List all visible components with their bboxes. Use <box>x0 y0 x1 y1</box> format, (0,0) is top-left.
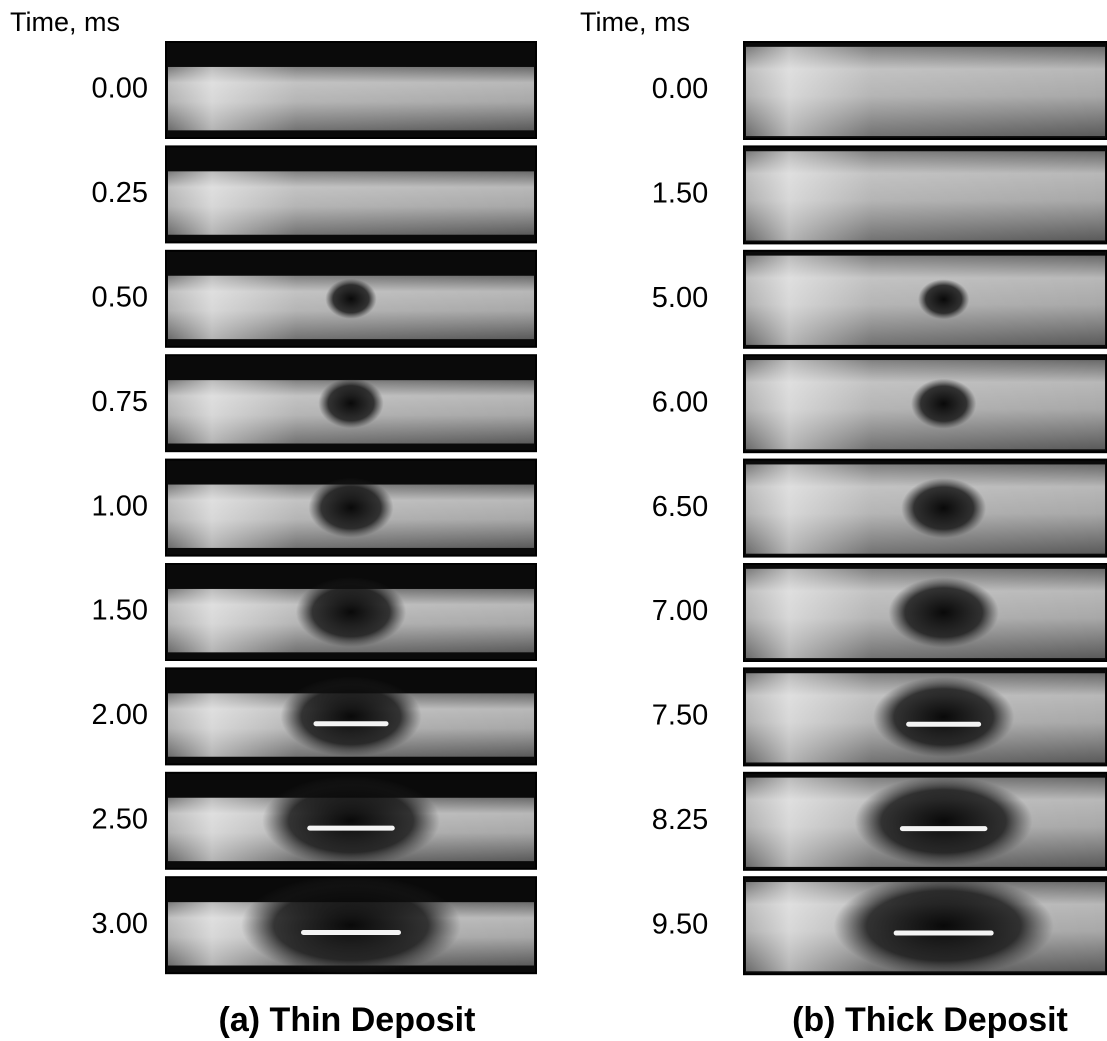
time-label: 6.50 <box>652 491 708 523</box>
time-label: 7.00 <box>652 595 708 627</box>
frame <box>744 146 1107 243</box>
damage <box>262 776 440 866</box>
frame <box>166 773 536 869</box>
time-label: 1.50 <box>652 178 708 210</box>
panel-thin: Time, ms (a) Thin Deposit 0.00 0.25 0.50 0.… <box>10 7 536 1039</box>
time-header: Time, ms <box>10 7 120 37</box>
time-label: 6.00 <box>652 386 708 418</box>
frame <box>744 460 1107 557</box>
time-label: 0.25 <box>92 177 148 209</box>
damage <box>834 876 1054 976</box>
time-label: 8.25 <box>652 804 708 836</box>
time-label: 1.50 <box>92 595 148 627</box>
damage <box>296 577 406 647</box>
time-label: 7.50 <box>652 700 708 732</box>
time-label: 3.00 <box>92 908 148 940</box>
time-label: 0.50 <box>92 281 148 313</box>
frame <box>744 876 1107 976</box>
damage <box>888 578 998 648</box>
time-label: 5.00 <box>652 282 708 314</box>
damage <box>318 378 383 428</box>
frame <box>166 251 536 347</box>
frame <box>166 564 536 660</box>
damage <box>901 478 986 538</box>
tube-highlight <box>746 151 1105 240</box>
tube-highlight <box>746 47 1105 136</box>
time-label: 0.00 <box>652 73 708 105</box>
frame <box>166 460 536 556</box>
flash <box>307 826 395 831</box>
frame <box>166 875 536 975</box>
damage <box>241 875 461 975</box>
time-label: 2.50 <box>92 803 148 835</box>
flash <box>894 931 994 936</box>
frame <box>744 773 1107 870</box>
frame <box>166 42 536 138</box>
damage <box>855 776 1033 866</box>
flash <box>314 721 389 726</box>
time-label: 1.00 <box>92 490 148 522</box>
caption: (b) Thick Deposit <box>792 1001 1068 1039</box>
frame <box>166 355 536 451</box>
tube-highlight <box>168 67 534 130</box>
damage <box>309 478 394 538</box>
time-label: 0.75 <box>92 386 148 418</box>
flash <box>906 722 981 727</box>
flash <box>900 826 988 831</box>
damage <box>325 279 376 319</box>
damage <box>873 677 1014 757</box>
caption: (a) Thin Deposit <box>219 1001 476 1039</box>
time-label: 9.50 <box>652 908 708 940</box>
time-label: 2.00 <box>92 699 148 731</box>
time-header: Time, ms <box>580 7 690 37</box>
frame <box>166 668 536 764</box>
tube-highlight <box>168 171 534 234</box>
frame <box>744 355 1107 452</box>
frame <box>744 42 1107 139</box>
figure: Time, ms (a) Thin Deposit 0.00 0.25 0.50 0.… <box>0 0 1107 1041</box>
panel-thick: Time, ms (b) Thick Deposit 0.00 1.50 5.00 6… <box>580 7 1107 1039</box>
damage <box>280 676 421 756</box>
frame <box>744 668 1107 765</box>
flash <box>301 930 401 935</box>
frame <box>744 564 1107 661</box>
frame <box>166 146 536 242</box>
frame <box>744 251 1107 348</box>
time-label: 0.00 <box>92 73 148 105</box>
damage <box>918 279 969 319</box>
damage <box>911 379 976 429</box>
